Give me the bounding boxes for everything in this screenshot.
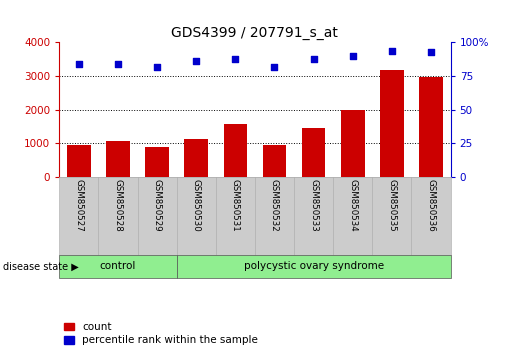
Text: GSM850529: GSM850529 xyxy=(152,179,162,232)
Bar xyxy=(224,124,247,177)
Bar xyxy=(419,77,443,177)
Bar xyxy=(341,110,365,177)
Bar xyxy=(106,141,130,177)
Bar xyxy=(67,145,91,177)
Bar xyxy=(302,128,325,177)
Point xyxy=(114,61,122,67)
Bar xyxy=(216,177,255,255)
Point xyxy=(310,56,318,62)
Bar xyxy=(263,145,286,177)
Text: disease state ▶: disease state ▶ xyxy=(3,261,78,272)
Text: GSM850532: GSM850532 xyxy=(270,179,279,232)
Legend: count, percentile rank within the sample: count, percentile rank within the sample xyxy=(64,322,258,345)
Text: GSM850534: GSM850534 xyxy=(348,179,357,232)
Text: GSM850530: GSM850530 xyxy=(192,179,201,232)
Bar xyxy=(255,177,294,255)
Text: GSM850527: GSM850527 xyxy=(74,179,83,232)
Title: GDS4399 / 207791_s_at: GDS4399 / 207791_s_at xyxy=(171,26,338,40)
Point xyxy=(231,56,239,62)
Point xyxy=(270,64,279,69)
Point xyxy=(427,49,435,55)
Text: GSM850536: GSM850536 xyxy=(426,179,436,232)
Bar xyxy=(294,177,333,255)
Bar xyxy=(177,255,451,278)
Point xyxy=(349,53,357,59)
Bar xyxy=(138,177,177,255)
Bar xyxy=(59,177,98,255)
Point xyxy=(192,58,200,64)
Point xyxy=(388,48,396,53)
Text: GSM850531: GSM850531 xyxy=(231,179,240,232)
Bar xyxy=(184,139,208,177)
Text: GSM850533: GSM850533 xyxy=(309,179,318,232)
Text: GSM850535: GSM850535 xyxy=(387,179,397,232)
Point xyxy=(153,64,161,69)
Bar xyxy=(380,70,404,177)
Bar xyxy=(145,147,169,177)
Bar xyxy=(372,177,411,255)
Text: GSM850528: GSM850528 xyxy=(113,179,123,232)
Bar xyxy=(177,177,216,255)
Text: polycystic ovary syndrome: polycystic ovary syndrome xyxy=(244,261,384,272)
Bar xyxy=(98,177,138,255)
Bar xyxy=(59,255,177,278)
Point xyxy=(75,61,83,67)
Bar xyxy=(411,177,451,255)
Bar xyxy=(333,177,372,255)
Text: control: control xyxy=(100,261,136,272)
